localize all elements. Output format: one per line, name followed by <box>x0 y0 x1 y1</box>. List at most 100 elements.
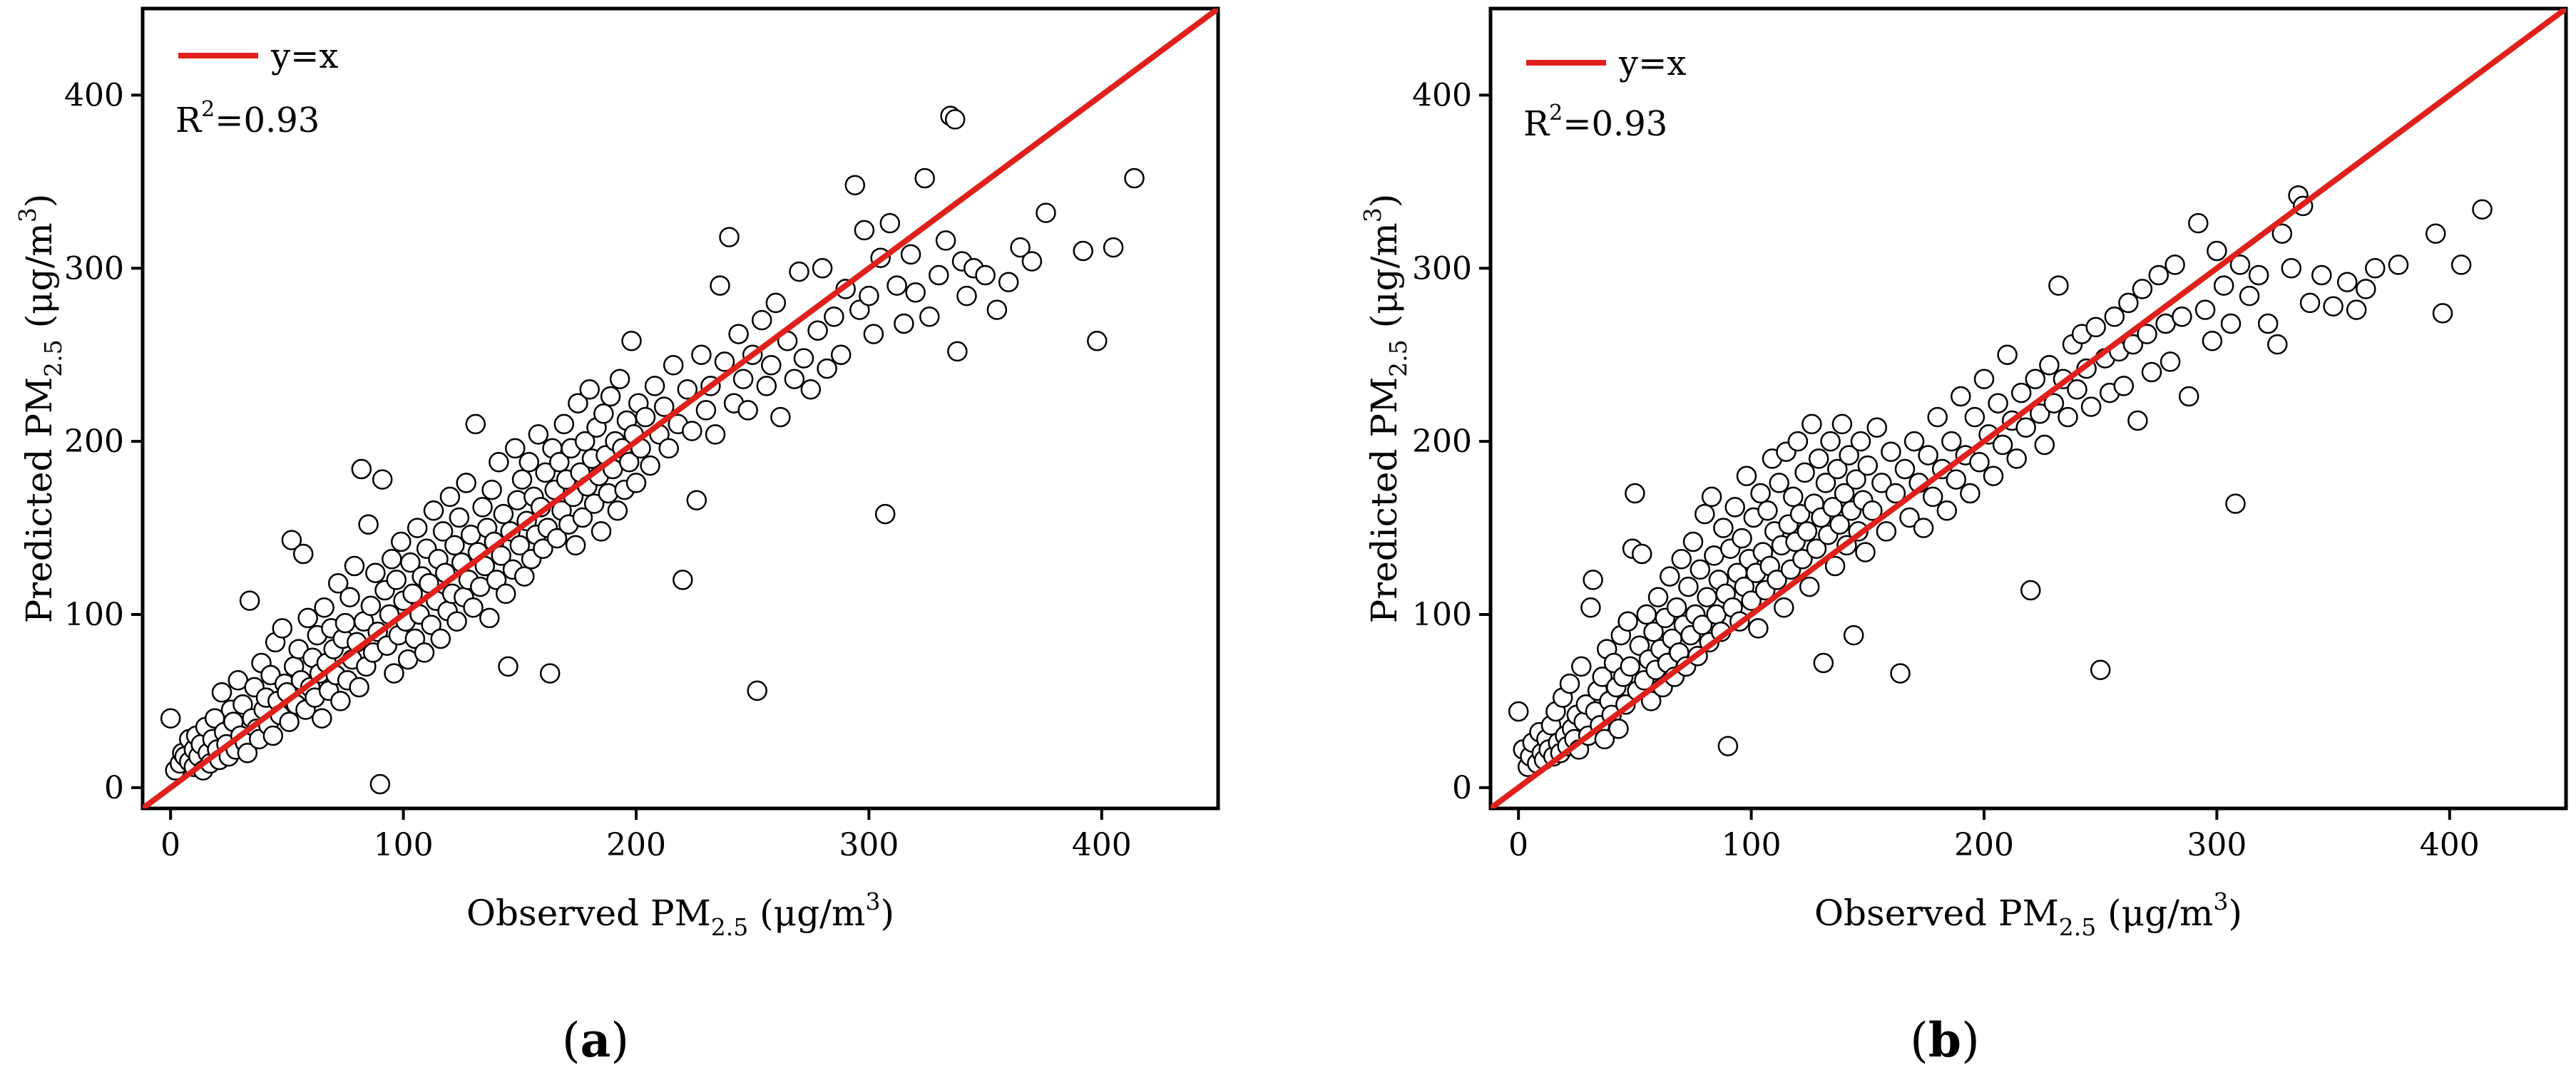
scatter-point <box>886 275 907 296</box>
scatter-point <box>770 406 791 428</box>
scatter-point <box>2015 417 2036 438</box>
scatter-point <box>421 615 441 635</box>
scatter-point <box>2225 493 2246 514</box>
scatter-point <box>1671 549 1692 570</box>
scatter-point <box>2020 580 2041 601</box>
scatter-point <box>2113 376 2135 396</box>
panel-label-letter: b <box>1928 1012 1961 1068</box>
scatter-point <box>2356 279 2376 299</box>
r-squared-sup: 2 <box>1549 101 1563 125</box>
scatter-point <box>372 469 393 490</box>
legend: y=x <box>178 36 338 76</box>
scatter-point <box>789 261 809 282</box>
scatter-point <box>423 500 444 521</box>
y-title-unit-sup: 3 <box>1359 207 1386 222</box>
scatter-point <box>2239 285 2260 307</box>
scatter-point <box>1583 570 1603 590</box>
scatter-point <box>439 486 461 508</box>
scatter-point <box>505 438 526 459</box>
scatter-point <box>1690 559 1711 580</box>
y-tick-label: 300 <box>64 250 124 287</box>
scatter-point <box>535 462 556 483</box>
scatter-point <box>2450 254 2472 275</box>
scatter-point <box>714 351 735 372</box>
scatter-point <box>812 258 833 279</box>
scatter-point <box>1813 652 1834 674</box>
scatter-point <box>793 348 814 369</box>
scatter-point <box>1827 458 1848 480</box>
r-squared-annotation: R2=0.93 <box>175 97 320 140</box>
x-title-unit-sup: 3 <box>865 888 880 915</box>
scatter-point <box>402 583 423 605</box>
scatter-point <box>472 497 493 518</box>
scatter-point <box>1713 518 1734 538</box>
scatter-point <box>489 452 509 473</box>
scatter-point <box>2030 403 2050 424</box>
scatter-point <box>495 583 516 605</box>
scatter-point <box>879 212 901 234</box>
scatter-point <box>844 175 866 195</box>
scatter-point <box>859 285 879 307</box>
scatter-point <box>894 313 914 334</box>
scatter-point <box>2365 258 2386 279</box>
scatter-point <box>1620 656 1641 677</box>
reference-line-y-equals-x <box>143 9 1218 808</box>
scatter-point <box>1988 393 2008 413</box>
scatter-point <box>528 424 549 445</box>
scatter-point <box>1796 521 1818 542</box>
scatter-point <box>1774 597 1794 618</box>
panel-label-close: ) <box>1961 1013 1980 1068</box>
scatter-point <box>358 514 379 535</box>
scatter-point <box>1876 521 1897 542</box>
scatter-point <box>2039 355 2060 376</box>
scatter-point <box>407 518 428 538</box>
scatter-point <box>1625 483 1645 504</box>
scatter-point <box>1087 331 1108 351</box>
scatter-point <box>312 708 332 729</box>
scatter-point <box>1824 555 1846 577</box>
scatter-point <box>1881 441 1901 462</box>
scatter-point <box>2148 264 2169 286</box>
scatter-point <box>2432 303 2453 324</box>
scatter-point <box>1767 570 1787 590</box>
scatter-point <box>493 503 514 525</box>
x-title-unit-close: ) <box>880 893 894 934</box>
x-tick-label: 300 <box>2187 827 2247 863</box>
scatter-point <box>1571 656 1592 677</box>
scatter-point <box>1829 514 1850 535</box>
scatter-point <box>360 595 382 617</box>
scatter-point <box>1792 549 1813 570</box>
scatter-point <box>1701 486 1722 508</box>
scatter-point <box>1643 622 1664 642</box>
scatter-point <box>705 424 726 445</box>
scatter-point <box>986 299 1008 320</box>
scatter-point <box>400 552 421 573</box>
scatter-point <box>817 358 837 379</box>
scatter-point <box>446 611 467 632</box>
scatter-point <box>784 369 805 389</box>
scatter-point <box>1969 452 1990 473</box>
scatter-point <box>658 438 679 459</box>
scatter-point <box>1103 237 1124 258</box>
scatter-point <box>695 400 717 421</box>
scatter-point <box>1736 466 1757 486</box>
y-tick-label: 200 <box>1412 423 1472 460</box>
scatter-point <box>549 452 570 473</box>
scatter-point <box>1918 445 1938 466</box>
scatter-point <box>2034 434 2055 456</box>
scatter-point <box>673 570 693 590</box>
scatter-point <box>2271 223 2293 244</box>
scatter-point <box>863 324 884 344</box>
x-title-main: Observed PM <box>1814 893 2059 934</box>
scatter-point <box>1783 486 1804 508</box>
panel-label-close: ) <box>610 1013 629 1068</box>
scatter-point <box>975 264 996 286</box>
scatter-point <box>314 597 334 618</box>
scatter-point <box>2058 406 2078 428</box>
scatter-point <box>2346 299 2367 320</box>
scatter-point <box>486 570 507 590</box>
scatter-point <box>905 282 926 303</box>
scatter-point <box>998 272 1019 292</box>
scatter-point <box>2010 382 2032 403</box>
scatter-point <box>1010 237 1031 258</box>
